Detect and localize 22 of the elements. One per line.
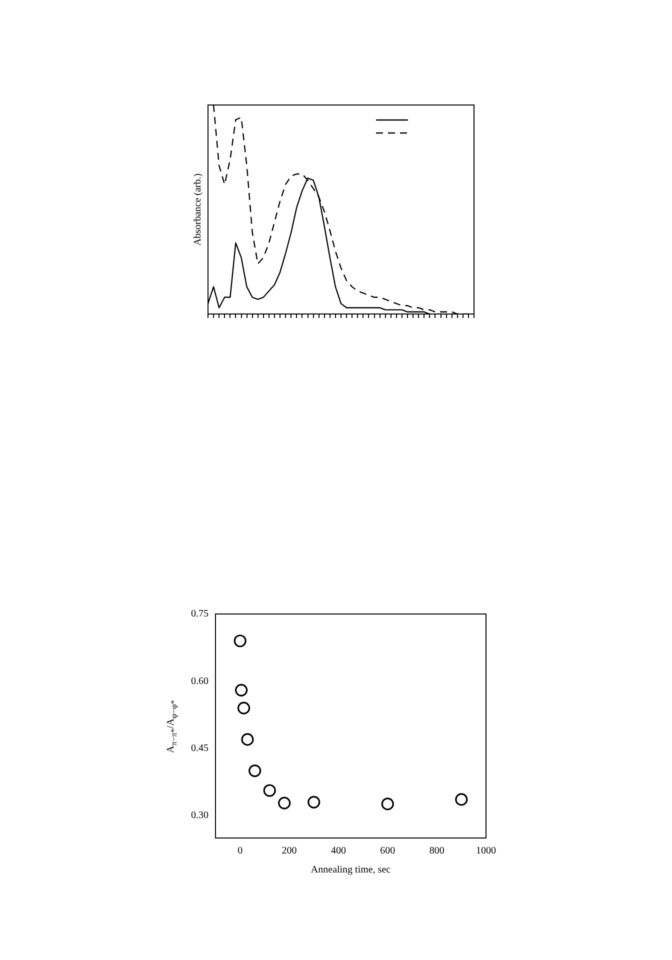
x-tick-label: 0 xyxy=(238,846,243,857)
y-tick-label: 0.45 xyxy=(191,743,208,754)
point xyxy=(237,702,250,714)
x-tick-label: 400 xyxy=(330,846,346,857)
y-tick-label: 0.75 xyxy=(191,608,208,620)
point xyxy=(455,793,468,806)
point xyxy=(234,634,246,648)
point xyxy=(248,764,262,778)
x-tick-label: 600 xyxy=(380,846,396,857)
point xyxy=(278,796,291,810)
y-tick-label: 0.60 xyxy=(191,676,208,687)
point xyxy=(263,784,276,797)
x-tick-label: 1000 xyxy=(476,846,496,857)
x-tick-label: 800 xyxy=(429,846,444,857)
point xyxy=(308,796,320,808)
point xyxy=(381,798,394,810)
x-axis-title: Annealing time, sec xyxy=(310,864,392,876)
point xyxy=(241,733,254,746)
y-axis-title: Absorbance (arb.) xyxy=(192,173,204,246)
y-tick-label: 0.30 xyxy=(191,810,208,822)
point xyxy=(235,684,248,696)
x-tick-label: 200 xyxy=(282,846,297,857)
